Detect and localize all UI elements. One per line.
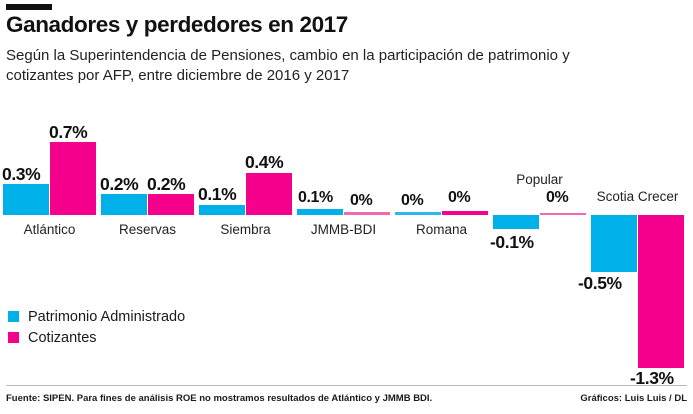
value-label-jmmb-patrimonio: 0.1% <box>298 189 333 206</box>
legend-swatch-icon-patrimonio <box>8 311 19 322</box>
value-label-scotia-cotizantes: -1.3% <box>630 368 674 388</box>
value-label-popular-cotizantes: 0% <box>546 189 569 206</box>
category-label-siembra: Siembra <box>220 222 271 237</box>
value-label-popular-patrimonio: -0.1% <box>490 232 534 252</box>
footer-source-note: Fuente: SIPEN. Para fines de análisis RO… <box>6 393 433 404</box>
value-label-jmmb-cotizantes: 0% <box>350 192 373 209</box>
value-label-reservas-patrimonio: 0.2% <box>100 174 139 194</box>
value-label-siembra-cotizantes: 0.4% <box>245 152 284 172</box>
category-label-scotia: Scotia Crecer <box>596 189 679 204</box>
value-label-atlantico-patrimonio: 0.3% <box>2 164 41 184</box>
category-label-romana: Romana <box>415 222 468 237</box>
bar-scotia-cotizantes <box>638 215 684 368</box>
title-accent-rule <box>6 4 52 10</box>
bar-siembra-patrimonio <box>199 205 245 215</box>
bar-atlantico-cotizantes <box>50 142 96 215</box>
value-label-atlantico-cotizantes: 0.7% <box>49 122 88 142</box>
legend-swatch-icon-cotizantes <box>8 332 19 343</box>
page-title: Ganadores y perdedores en 2017 <box>6 12 348 37</box>
legend-label-patrimonio: Patrimonio Administrado <box>28 308 186 325</box>
bar-reservas-patrimonio <box>101 194 147 215</box>
bar-jmmb-cotizantes <box>344 212 390 215</box>
footer-divider <box>6 385 687 386</box>
bar-chart: 0.3% 0.7% Atlántico 0.2% 0.2% Reservas 0… <box>0 104 693 388</box>
category-label-popular: Popular <box>516 172 563 187</box>
value-label-romana-patrimonio: 0% <box>401 192 424 209</box>
bar-romana-cotizantes <box>442 211 488 215</box>
bar-atlantico-patrimonio <box>3 184 49 215</box>
bar-romana-patrimonio <box>395 212 441 215</box>
bar-jmmb-patrimonio <box>297 209 343 215</box>
category-label-reservas: Reservas <box>118 222 177 237</box>
page-subtitle: Según la Superintendencia de Pensiones, … <box>6 47 570 84</box>
value-label-siembra-patrimonio: 0.1% <box>198 184 237 204</box>
bar-popular-patrimonio <box>493 215 539 229</box>
footer-credit: Gráficos: Luis Luis / DL <box>580 393 687 404</box>
legend-label-cotizantes: Cotizantes <box>28 329 97 346</box>
category-label-atlantico: Atlántico <box>23 222 76 237</box>
value-label-romana-cotizantes: 0% <box>448 189 471 206</box>
legend-item-cotizantes: Cotizantes <box>8 327 308 348</box>
bar-scotia-patrimonio <box>591 215 637 272</box>
bar-popular-cotizantes <box>540 213 586 215</box>
chart-legend: Patrimonio Administrado Cotizantes <box>8 306 308 348</box>
bar-siembra-cotizantes <box>246 173 292 215</box>
bar-reservas-cotizantes <box>148 194 194 215</box>
value-label-reservas-cotizantes: 0.2% <box>147 174 186 194</box>
value-label-scotia-patrimonio: -0.5% <box>578 273 622 293</box>
chart-plot-area: 0.3% 0.7% Atlántico 0.2% 0.2% Reservas 0… <box>0 104 693 388</box>
legend-item-patrimonio: Patrimonio Administrado <box>8 306 308 327</box>
category-label-jmmb: JMMB-BDI <box>310 222 377 237</box>
